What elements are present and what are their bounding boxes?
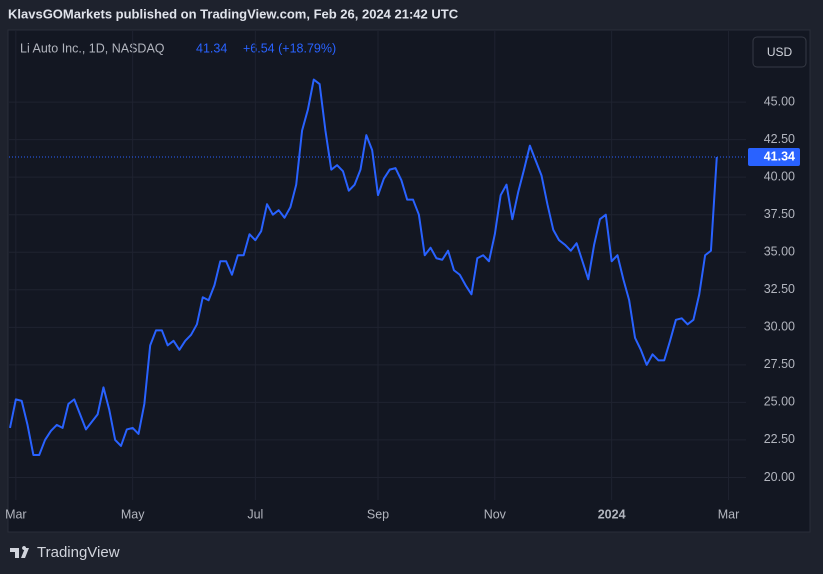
logo <box>10 546 29 558</box>
change: +6.54 (+18.79%) <box>243 41 336 55</box>
y-tick-label: 22.50 <box>764 432 795 446</box>
last-price-box <box>748 148 800 167</box>
last-price-label: 41.34 <box>764 149 795 163</box>
y-tick-label: 25.00 <box>764 395 795 409</box>
last-value: 41.34 <box>196 41 227 55</box>
chart-title: Li Auto Inc., 1D, NASDAQ <box>20 41 165 55</box>
y-tick-label: 37.50 <box>764 207 795 221</box>
y-tick-label: 45.00 <box>764 94 795 108</box>
x-tick-label: May <box>121 507 145 521</box>
footer-brand: TradingView <box>37 544 120 561</box>
y-tick-label: 40.00 <box>764 169 795 183</box>
price-line <box>9 78 718 456</box>
x-tick-label: Nov <box>484 507 507 521</box>
header: KlavsGOMarkets published on TradingView.… <box>8 6 459 21</box>
y-tick-label: 30.00 <box>764 320 795 334</box>
y-tick-label: 32.50 <box>764 282 795 296</box>
x-tick-label: 2024 <box>598 507 626 521</box>
x-tick-label: Sep <box>367 507 389 521</box>
y-tick-label: 27.50 <box>764 357 795 371</box>
x-tick-label: Jul <box>247 507 263 521</box>
chart-panel <box>7 29 811 533</box>
currency-button[interactable] <box>752 36 807 68</box>
x-tick-label: Mar <box>5 507 27 521</box>
y-tick-label: 42.50 <box>764 132 795 146</box>
x-tick-label: Mar <box>718 507 740 521</box>
currency-label: USD <box>767 45 793 59</box>
y-tick-label: 35.00 <box>764 245 795 259</box>
y-tick-label: 20.00 <box>764 470 795 484</box>
